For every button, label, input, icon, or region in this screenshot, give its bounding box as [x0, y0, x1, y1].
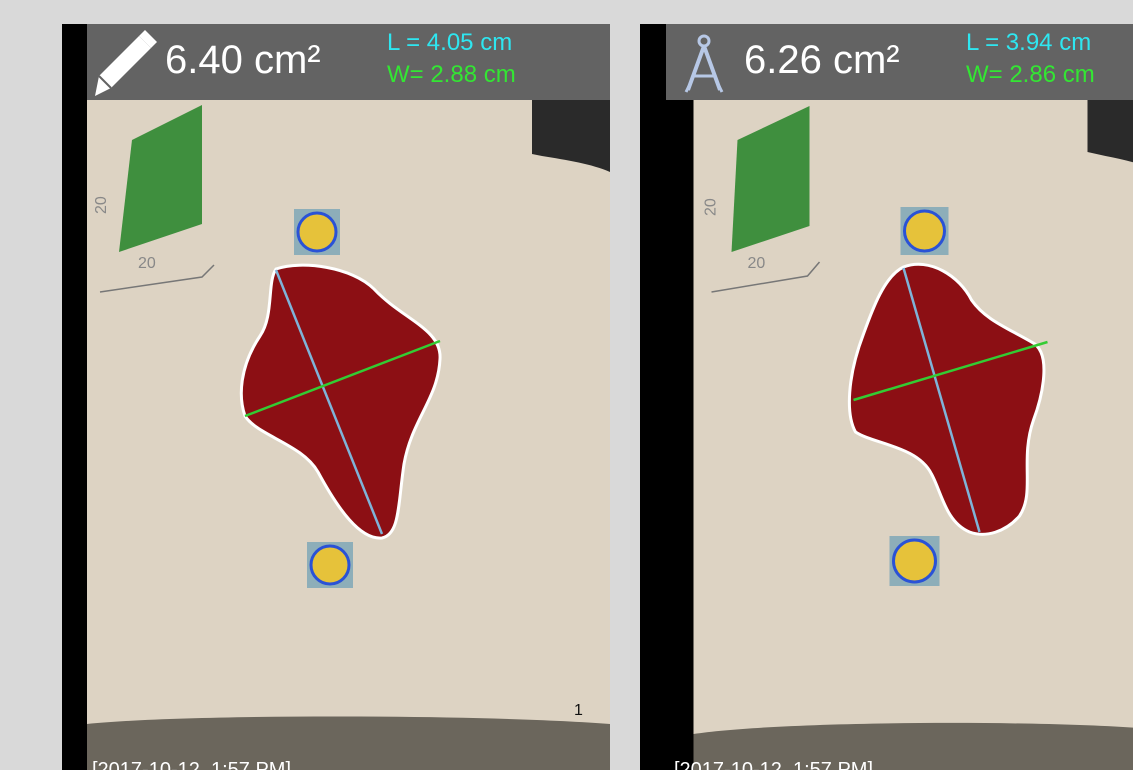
camera-view: 20 20	[693, 100, 1133, 770]
page-number: 1	[574, 702, 583, 719]
scale-label-vertical: 20	[93, 196, 110, 214]
width-value: W= 2.86 cm	[966, 61, 1095, 88]
bottom-calibration-marker	[889, 536, 940, 586]
length-line	[902, 267, 981, 533]
measurement-panel-auto: 20 20 6.26 cm² L = 3.94 cm W= 2.86 cm [2…	[640, 24, 1133, 770]
compass-icon[interactable]	[666, 24, 742, 100]
ruler-line	[99, 264, 215, 293]
device-edge-top	[1087, 100, 1133, 163]
measurement-header: 6.40 cm² L = 4.05 cm W= 2.88 cm	[87, 24, 610, 100]
scale-label-horizontal: 20	[138, 255, 156, 272]
measurement-header: 6.26 cm² L = 3.94 cm W= 2.86 cm	[666, 24, 1133, 100]
length-value: L = 3.94 cm	[966, 29, 1092, 56]
device-edge-bottom	[693, 722, 1133, 770]
pencil-icon[interactable]	[87, 24, 163, 100]
reference-square	[731, 106, 810, 252]
width-line	[244, 339, 441, 418]
device-edge-top	[532, 100, 610, 172]
timestamp: [2017-10-12, 1:57 PM]	[92, 759, 292, 770]
measurement-panel-manual: 20 20 6.40 cm² L = 4.05 cm W= 2.88 cm 1 …	[62, 24, 610, 770]
reference-square	[119, 105, 202, 252]
length-line	[274, 269, 384, 535]
camera-view: 20 20	[87, 100, 610, 770]
wound-outline	[847, 262, 1046, 536]
length-value: L = 4.05 cm	[387, 29, 513, 56]
wound-outline	[239, 263, 442, 540]
timestamp: [2017-10-12, 1:57 PM]	[674, 759, 874, 770]
device-edge-bottom	[87, 716, 610, 770]
scale-label-vertical: 20	[703, 198, 720, 216]
scale-label-horizontal: 20	[748, 255, 766, 272]
bottom-calibration-marker	[307, 542, 353, 588]
width-line	[853, 340, 1048, 402]
area-value: 6.40 cm²	[165, 38, 321, 82]
area-value: 6.26 cm²	[744, 38, 900, 82]
width-value: W= 2.88 cm	[387, 61, 516, 88]
top-calibration-marker	[900, 207, 949, 255]
ruler-line	[711, 261, 821, 293]
top-calibration-marker	[294, 209, 340, 255]
